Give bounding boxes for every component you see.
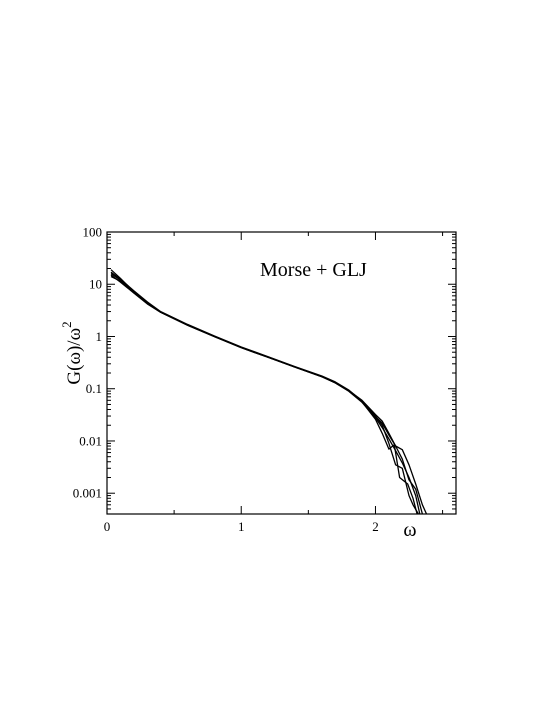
y-tick-label: 1 <box>96 329 103 344</box>
chart-annotation: Morse + GLJ <box>260 259 367 281</box>
y-axis-label-superscript: 2 <box>59 321 74 328</box>
y-tick-label: 100 <box>83 225 103 240</box>
y-axis-label: G(ω)/ω2 <box>59 321 85 384</box>
series-line-5 <box>110 276 424 514</box>
x-axis-label: ω <box>403 519 416 541</box>
x-tick-label: 0 <box>104 519 111 534</box>
y-tick-label: 10 <box>89 277 102 292</box>
plot-frame <box>106 231 457 515</box>
y-tick-label: 0.1 <box>86 381 102 396</box>
y-tick-label: 0.01 <box>79 433 102 448</box>
x-tick-label: 2 <box>372 519 379 534</box>
ticks-layer <box>106 231 456 515</box>
series-layer <box>110 269 428 514</box>
x-tick-label: 1 <box>238 519 245 534</box>
labels-layer: 0 1 2 0.001 0.01 0.1 1 10 100 <box>73 225 379 535</box>
y-tick-label: 0.001 <box>73 486 102 501</box>
y-axis-label-main: G(ω)/ω <box>64 328 85 385</box>
